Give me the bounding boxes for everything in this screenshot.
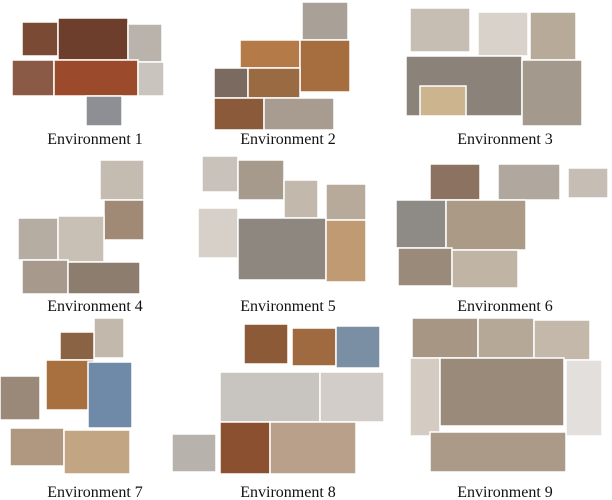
room	[411, 317, 479, 359]
room	[21, 259, 69, 295]
room	[521, 59, 583, 127]
room	[269, 421, 357, 475]
room	[99, 159, 145, 201]
room	[299, 39, 351, 93]
room	[57, 215, 105, 263]
room	[237, 217, 327, 281]
room	[11, 59, 55, 97]
panel-caption: Environment 5	[240, 298, 336, 315]
room	[17, 217, 59, 261]
room	[419, 85, 467, 117]
panel-caption: Environment 1	[47, 131, 143, 148]
room	[87, 361, 133, 429]
room	[397, 247, 453, 287]
room	[497, 163, 561, 201]
captions: Environment 1 Environment 2 Environment 3 E…	[47, 131, 553, 500]
room	[283, 179, 319, 219]
room	[213, 97, 265, 131]
room	[127, 23, 163, 63]
room	[429, 431, 567, 473]
room	[409, 357, 441, 437]
room	[21, 21, 59, 57]
room	[301, 1, 349, 41]
panel-caption: Environment 2	[240, 131, 336, 148]
room	[219, 421, 271, 475]
room	[59, 331, 95, 361]
floorplan-8	[171, 323, 385, 475]
room	[429, 163, 481, 201]
room	[137, 61, 165, 97]
room	[243, 323, 289, 365]
floorplan-1	[11, 17, 165, 127]
room	[477, 317, 535, 359]
room	[263, 97, 335, 131]
room	[567, 167, 609, 199]
room	[213, 67, 249, 99]
room	[409, 7, 471, 53]
floorplan-4	[17, 159, 145, 295]
floorplan-7	[0, 317, 133, 475]
room	[57, 17, 129, 61]
room	[291, 327, 337, 367]
room	[85, 95, 123, 127]
room	[529, 11, 577, 61]
room	[325, 219, 367, 283]
floorplan-9	[409, 317, 603, 473]
room	[565, 359, 603, 437]
room	[335, 325, 381, 369]
panel-caption: Environment 7	[47, 484, 143, 500]
room	[9, 427, 65, 467]
panel-caption: Environment 6	[457, 298, 553, 315]
room	[477, 11, 529, 57]
room	[395, 199, 447, 249]
room	[103, 199, 145, 241]
room	[171, 433, 217, 473]
room	[45, 359, 95, 411]
panel-caption: Environment 3	[457, 131, 553, 148]
room	[53, 59, 139, 97]
floorplan-3	[405, 7, 583, 127]
room	[439, 357, 565, 427]
room	[237, 159, 285, 201]
room	[0, 375, 41, 421]
panel-caption: Environment 9	[457, 484, 553, 500]
panel-caption: Environment 4	[47, 298, 143, 315]
room	[63, 429, 131, 475]
room	[533, 319, 591, 361]
panel-caption: Environment 8	[240, 484, 336, 500]
room	[451, 249, 519, 289]
room	[93, 317, 125, 359]
room	[239, 39, 301, 69]
room	[445, 199, 527, 251]
room	[219, 371, 321, 423]
room	[247, 67, 301, 99]
room	[67, 261, 141, 295]
floorplan-5	[197, 155, 367, 283]
room	[197, 207, 239, 259]
floorplan-6	[395, 163, 609, 289]
floorplan-2	[213, 1, 351, 131]
room	[325, 183, 367, 221]
room	[201, 155, 239, 193]
room	[319, 371, 385, 423]
